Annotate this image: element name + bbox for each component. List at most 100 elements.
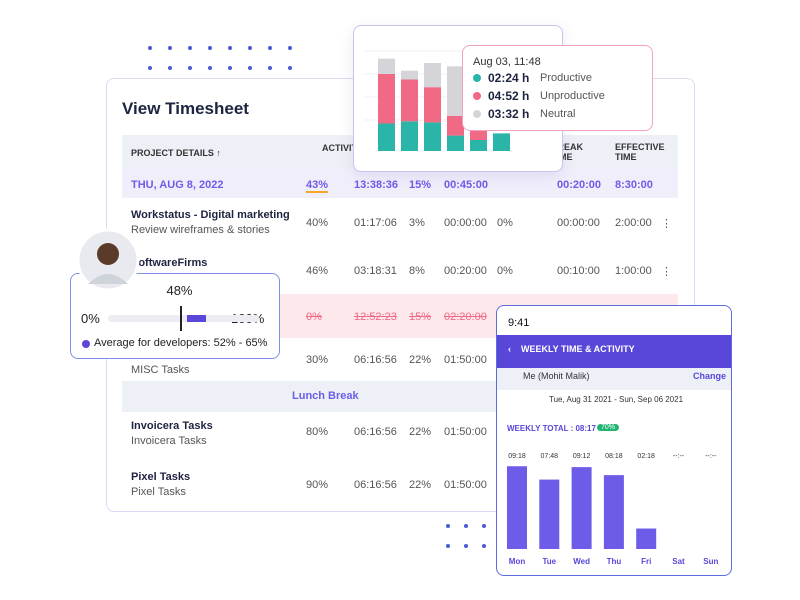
cell: 22% (409, 426, 432, 438)
cell: 22% (409, 354, 432, 366)
day-label: Fri (641, 557, 651, 566)
day-label: Sat (672, 557, 685, 566)
bar (571, 467, 592, 549)
note-dot (82, 340, 90, 348)
bar-segment (424, 87, 441, 123)
note: Average for developers: 52% - 65% (94, 337, 268, 349)
badge: 70% (597, 424, 620, 431)
track (108, 315, 259, 322)
status-time: 9:41 (508, 317, 530, 329)
user: Me (Mohit Malik) (523, 371, 590, 381)
task-subtitle: Pixel Tasks (131, 486, 186, 498)
value-label: 07:48 (541, 453, 559, 460)
tooltip-label: Productive (540, 72, 592, 84)
user-bar (497, 368, 731, 390)
cell: 15% (409, 311, 432, 323)
bar (636, 528, 657, 549)
cell: 90% (306, 479, 329, 491)
tooltip: Aug 03, 11:48 02:24 h Productive 04:52 h Un… (462, 45, 653, 131)
change-link[interactable]: Change (693, 371, 727, 381)
day-label: Sun (703, 557, 718, 566)
bar-segment (378, 74, 395, 124)
day-label: Mon (509, 557, 526, 566)
date: THU, AUG 8, 2022 (131, 179, 224, 191)
column-header: EFFECTIVE TIME (615, 142, 665, 162)
min-label: 0% (81, 311, 100, 326)
back-arrow[interactable]: ‹ (508, 344, 511, 354)
bar (507, 466, 527, 549)
legend-dot (473, 110, 481, 118)
column-header: ACTIVITY (322, 143, 364, 153)
phone-title: WEEKLY TIME & ACTIVITY (521, 344, 635, 354)
cell: 02:20:00 (444, 311, 487, 323)
cell: 0% (497, 217, 513, 229)
cell: 01:50:00 (444, 354, 487, 366)
tooltip-label: Neutral (540, 108, 576, 120)
cell: 40% (306, 217, 329, 229)
cell: 03:18:31 (354, 265, 397, 277)
phone: 9:41 ‹ WEEKLY TIME & ACTIVITY Me (Mohit … (496, 305, 732, 576)
date-cell: 8:30:00 (615, 179, 653, 191)
cell: 2:00:00 (615, 217, 652, 229)
tooltip-time: Aug 03, 11:48 (473, 56, 541, 68)
task-title: SoftwareFirms (131, 257, 208, 269)
row-menu: ⋮ (661, 218, 672, 230)
tooltip-value: 02:24 h (488, 71, 530, 85)
cell: 46% (306, 265, 329, 277)
bar (539, 479, 560, 549)
value-label: --:-- (705, 453, 717, 460)
task-title: Workstatus - Digital marketing (131, 209, 290, 221)
title: View Timesheet (122, 99, 249, 118)
lunch-break: Lunch Break (292, 390, 359, 402)
bar-segment (424, 122, 441, 151)
marker (180, 306, 183, 331)
date-cell: 00:20:00 (557, 179, 602, 191)
cell: 00:00:00 (444, 217, 487, 229)
phone-header (497, 335, 731, 368)
value-label: 08:18 (605, 453, 623, 460)
date-cell: 13:38:36 (354, 179, 399, 191)
task-subtitle: Review wireframes & stories (131, 224, 270, 236)
weekly-chart: 09:18 Mon 07:48 Tue 09:12 Wed 08:18 Thu 02:18 Fri… (507, 453, 718, 566)
cell: 3% (409, 217, 425, 229)
cell: 00:00:00 (557, 217, 600, 229)
value-label: 02:18 (637, 453, 655, 460)
bar-segment (470, 140, 487, 151)
date-row (122, 170, 678, 198)
value-label: 09:12 (573, 453, 591, 460)
date-cell: 15% (409, 179, 432, 191)
cell: 01:17:06 (354, 217, 397, 229)
value-label: 09:18 (508, 453, 526, 460)
bar-segment (424, 63, 441, 88)
row-menu: ⋮ (661, 266, 672, 278)
task-title: Invoicera Tasks (131, 420, 213, 432)
day-label: Thu (607, 557, 622, 566)
weekly-total: WEEKLY TOTAL : 08:17 (507, 424, 596, 433)
cell: 06:16:56 (354, 426, 397, 438)
cell: 1:00:00 (615, 265, 652, 277)
avatar (76, 228, 140, 292)
cell: 00:10:00 (557, 265, 600, 277)
bar-segment (378, 58, 395, 74)
date-cell: 00:45:00 (444, 179, 489, 191)
day-label: Wed (573, 557, 590, 566)
task-title: Pixel Tasks (131, 471, 191, 483)
cell: 8% (409, 265, 425, 277)
column-header: PROJECT DETAILS ↑ (131, 148, 221, 158)
date-cell: 43% (306, 179, 329, 193)
cell: 01:50:00 (444, 426, 487, 438)
cell: 00:20:00 (444, 265, 487, 277)
task-subtitle: MISC Tasks (131, 364, 190, 376)
legend-dot (473, 74, 481, 82)
bar-segment (401, 79, 418, 122)
range (186, 315, 207, 322)
date-range: Tue, Aug 31 2021 - Sun, Sep 06 2021 (549, 395, 684, 404)
value-label: 48% (166, 283, 193, 298)
cell: 01:50:00 (444, 479, 487, 491)
cell: 06:16:56 (354, 354, 397, 366)
cell: 0% (497, 265, 513, 277)
cell: 80% (306, 426, 329, 438)
cell: 12:52:23 (354, 311, 397, 323)
cell: 30% (306, 354, 329, 366)
